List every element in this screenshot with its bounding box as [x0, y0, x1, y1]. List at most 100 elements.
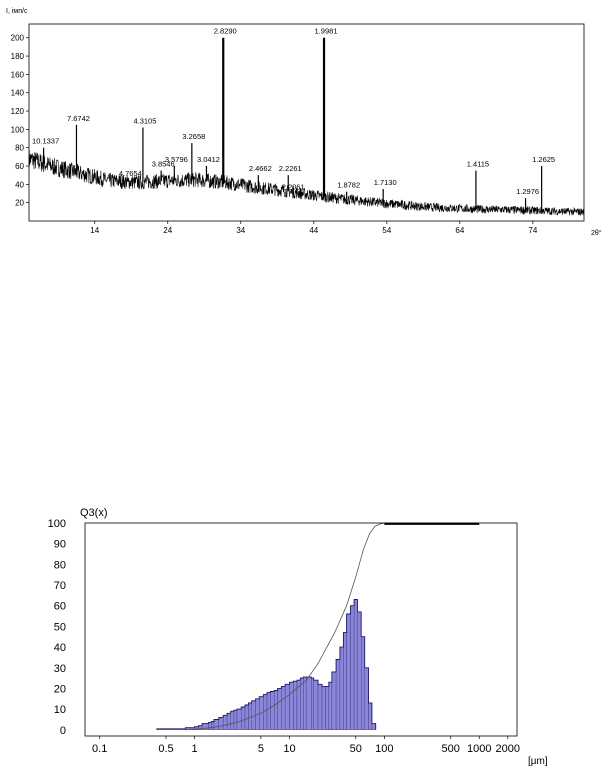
xrd-y-tick-label: 20: [15, 199, 24, 208]
psd-histogram-bar: [230, 710, 235, 730]
xrd-y-tick-label: 40: [15, 180, 24, 189]
xrd-x-tick-label: 44: [309, 226, 318, 235]
psd-histogram-bar: [233, 709, 238, 730]
xrd-peak-label: 1.7130: [374, 178, 397, 187]
psd-histogram-bar: [305, 676, 312, 730]
psd-y-tick-label: 60: [54, 601, 66, 613]
psd-histogram-bar: [360, 636, 365, 730]
xrd-noise-trace: [28, 150, 584, 216]
psd-y-tick-label: 80: [54, 559, 66, 571]
psd-histogram-bar: [300, 677, 304, 730]
psd-y-tick-label: 10: [54, 704, 66, 716]
psd-histogram-bar: [343, 632, 347, 730]
xrd-ticks: 14 24 34 44 54 64 74 20 40 60 80 100 120 140 160 180 200: [11, 34, 538, 235]
psd-histogram-bar: [213, 719, 220, 730]
xrd-peak-label: 4.7654: [119, 169, 142, 178]
psd-title: Q3(x): [80, 507, 108, 519]
psd-histogram-bar: [353, 599, 358, 730]
psd-histogram-bar: [201, 723, 209, 730]
xrd-y-tick-label: 180: [11, 52, 25, 61]
xrd-peak-label: 1.2976: [516, 187, 539, 196]
psd-histogram-bar: [263, 694, 268, 730]
xrd-signal: [28, 37, 584, 216]
psd-histogram-bar: [241, 706, 246, 730]
psd-histogram-bar: [311, 677, 314, 730]
xrd-peak-label: 1.2625: [532, 155, 555, 164]
psd-histogram-bar: [266, 692, 271, 730]
psd-histogram-bar: [368, 702, 373, 730]
psd-histogram: [156, 599, 377, 730]
psd-x-tick-label: 50: [350, 743, 362, 755]
xrd-x-tick-label: 74: [528, 226, 537, 235]
psd-y-tick-label: 90: [54, 539, 66, 551]
psd-histogram-bar: [222, 715, 228, 730]
xrd-plot-frame: [28, 23, 585, 222]
psd-histogram-bar: [371, 723, 376, 730]
psd-histogram-bar: [284, 684, 290, 730]
psd-y-tick-label: 30: [54, 663, 66, 675]
psd-histogram-bar: [270, 691, 275, 730]
xrd-peak-label: 4.3105: [133, 117, 156, 126]
psd-histogram-bar: [277, 688, 282, 730]
xrd-peak-label: 2.4662: [249, 164, 272, 173]
psd-ticks: 0 10 20 30 40 50 60 70 80 90 100 0.1 0.5 1 5 10 50 100 500…: [48, 518, 520, 755]
psd-y-tick-label: 0: [60, 725, 66, 737]
xrd-peak-label: 7.6742: [67, 114, 90, 123]
xrd-peak-label: 1.9981: [315, 27, 338, 36]
psd-x-tick-label: 10: [283, 743, 295, 755]
psd-histogram-bar: [281, 686, 286, 730]
psd-x-tick-label: 0.5: [158, 743, 173, 755]
psd-histogram-bar: [289, 682, 294, 730]
xrd-chart: I, імп/с 2θ° 14 24 34 44 54 64 74 20 40 60 80 100 12…: [6, 7, 602, 237]
xrd-y-tick-label: 200: [11, 34, 25, 43]
psd-histogram-bar: [313, 679, 319, 730]
psd-y-tick-label: 70: [54, 580, 66, 592]
psd-histogram-bar: [331, 671, 337, 730]
psd-histogram-bar: [321, 686, 326, 730]
psd-y-tick-label: 20: [54, 683, 66, 695]
xrd-peak-label: 3.2658: [182, 132, 205, 141]
psd-histogram-bar: [328, 682, 333, 730]
xrd-y-tick-label: 60: [15, 162, 24, 171]
xrd-frame: [28, 23, 585, 222]
xrd-y-tick-label: 140: [11, 89, 25, 98]
xrd-peak-label: 3.0412: [197, 155, 220, 164]
xrd-peak-label: 10.1337: [32, 137, 59, 146]
xrd-x-tick-label: 64: [455, 226, 464, 235]
psd-histogram-outline: [156, 599, 377, 730]
psd-histogram-bar: [325, 686, 330, 730]
psd-histogram-bar: [339, 646, 344, 730]
psd-histogram-bar: [357, 611, 362, 730]
xrd-peak-label: 2.8290: [214, 27, 237, 36]
psd-x-tick-label: 1: [192, 743, 198, 755]
psd-x-axis-unit: [µm]: [528, 756, 548, 767]
xrd-x-tick-label: 14: [90, 226, 99, 235]
xrd-y-tick-label: 160: [11, 70, 25, 79]
psd-histogram-bar: [226, 713, 231, 730]
psd-x-tick-label: 100: [375, 743, 393, 755]
psd-histogram-bar: [273, 690, 278, 730]
xrd-peak-label: 3.5796: [165, 155, 188, 164]
xrd-peak-label: 2.2061: [282, 183, 305, 192]
xrd-peak-label: 1.4115: [467, 160, 489, 169]
xrd-x-tick-label: 54: [382, 226, 391, 235]
psd-histogram-bar: [364, 667, 369, 730]
xrd-y-tick-label: 120: [11, 107, 25, 116]
psd-x-tick-label: 1000: [467, 743, 491, 755]
psd-plot-frame: [84, 522, 518, 737]
xrd-peak-label: 3.8546: [152, 160, 175, 169]
psd-histogram-bar: [303, 676, 307, 730]
psd-y-tick-label: 40: [54, 642, 66, 654]
xrd-y-tick-label: 80: [15, 144, 24, 153]
psd-histogram-bar: [244, 704, 249, 730]
psd-cumulative-line: [185, 522, 480, 731]
psd-histogram-bar: [317, 684, 323, 730]
psd-x-tick-label: 2000: [496, 743, 520, 755]
psd-histogram-bar: [335, 659, 341, 730]
xrd-x-tick-label: 24: [163, 226, 172, 235]
xrd-y-axis-label: I, імп/с: [6, 7, 28, 15]
psd-histogram-bar: [346, 613, 351, 730]
xrd-peak-label: 1.8782: [337, 181, 360, 190]
xrd-y-tick-label: 100: [11, 125, 25, 134]
